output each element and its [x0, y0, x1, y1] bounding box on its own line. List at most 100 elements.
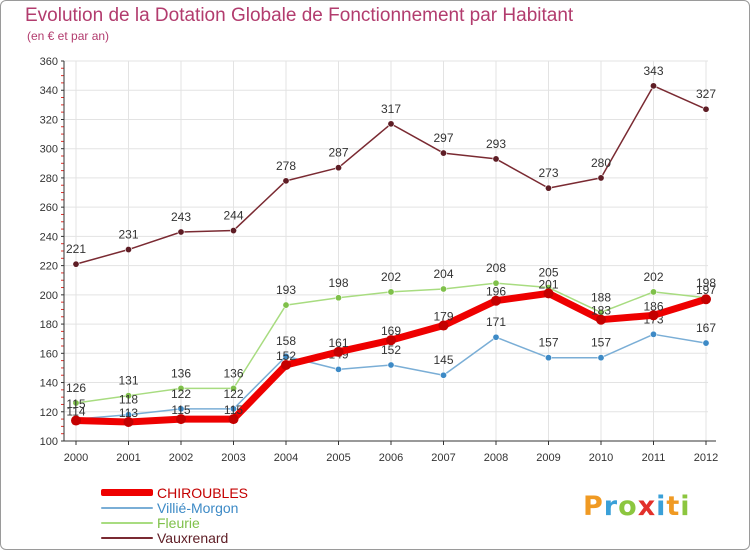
data-label-chiroubles: 115 — [224, 403, 243, 417]
logo-letter: i — [680, 491, 691, 522]
point-vauxrenard — [334, 164, 342, 172]
x-tick-label: 2004 — [274, 452, 298, 464]
x-tick-label: 2007 — [431, 452, 455, 464]
point-fleurie — [387, 288, 395, 296]
data-label-vauxrenard: 273 — [538, 166, 558, 180]
data-label-chiroubles: 197 — [696, 283, 716, 297]
point-villi-morgon — [597, 354, 605, 362]
point-chiroubles — [386, 335, 396, 346]
point-vauxrenard — [702, 105, 710, 113]
point-chiroubles — [438, 320, 449, 331]
point-chiroubles — [648, 310, 659, 321]
point-villi-morgon — [230, 405, 238, 413]
x-tick-label: 2006 — [379, 452, 403, 464]
data-label-vauxrenard: 278 — [276, 159, 296, 173]
point-vauxrenard — [177, 228, 185, 236]
legend: CHIROUBLES Villié-Morgon Fleurie Vauxrenard — [101, 485, 248, 545]
data-label-vauxrenard: 243 — [171, 210, 191, 224]
data-label-chiroubles: 201 — [538, 277, 558, 291]
point-fleurie — [649, 288, 657, 296]
point-vauxrenard — [439, 149, 447, 157]
data-label-vauxrenard: 244 — [223, 209, 243, 223]
legend-item: CHIROUBLES — [101, 485, 248, 500]
point-chiroubles — [333, 346, 344, 357]
data-label-chiroubles: 169 — [381, 324, 401, 338]
point-chiroubles — [71, 415, 81, 426]
data-label-vauxrenard: 231 — [118, 228, 138, 242]
x-tick-label: 2012 — [694, 452, 718, 464]
point-villi-morgon — [387, 361, 395, 369]
y-tick-label: 320 — [40, 114, 58, 126]
data-label-vauxrenard: 327 — [696, 87, 716, 101]
data-label-chiroubles: 196 — [486, 285, 506, 299]
data-label-fleurie: 202 — [381, 270, 401, 284]
chart-subtitle: (en € et par an) — [27, 29, 110, 43]
logo-letter: t — [666, 491, 681, 522]
point-chiroubles — [281, 360, 291, 370]
y-tick-label: 300 — [40, 144, 58, 156]
y-tick-label: 160 — [40, 348, 58, 360]
y-tick-label: 360 — [40, 56, 58, 68]
data-label-fleurie: 205 — [538, 266, 558, 280]
point-villi-morgon — [439, 371, 447, 379]
data-label-fleurie: 126 — [66, 381, 86, 395]
data-label-fleurie: 208 — [486, 261, 506, 275]
data-label-chiroubles: 161 — [328, 336, 348, 350]
data-label-fleurie: 193 — [276, 283, 296, 297]
y-tick-label: 140 — [40, 378, 58, 390]
x-tick-label: 2000 — [64, 452, 88, 464]
data-label-villi-morgon: 115 — [66, 397, 85, 411]
data-label-villi-morgon: 122 — [223, 387, 243, 401]
point-fleurie — [492, 279, 500, 287]
y-tick-label: 200 — [40, 290, 58, 302]
point-fleurie — [334, 294, 342, 302]
data-label-chiroubles: 115 — [171, 403, 190, 417]
point-fleurie — [282, 301, 290, 309]
logo-letter: i — [656, 491, 667, 522]
point-vauxrenard — [125, 246, 133, 254]
data-label-vauxrenard: 287 — [328, 146, 348, 160]
y-tick-label: 280 — [40, 173, 58, 185]
x-tick-label: 2003 — [221, 452, 245, 464]
data-label-chiroubles: 183 — [591, 304, 611, 318]
data-label-chiroubles: 113 — [119, 406, 138, 420]
legend-label: CHIROUBLES — [157, 484, 249, 501]
point-chiroubles — [596, 314, 606, 325]
logo-letter: P — [583, 491, 604, 522]
x-tick-label: 2002 — [169, 452, 193, 464]
legend-label: Vauxrenard — [157, 529, 229, 546]
point-fleurie — [177, 384, 185, 392]
data-label-vauxrenard: 317 — [381, 102, 401, 116]
data-label-chiroubles: 114 — [66, 405, 85, 419]
x-tick-label: 2010 — [589, 452, 613, 464]
data-label-villi-morgon: 157 — [538, 336, 558, 350]
point-fleurie — [125, 392, 133, 400]
data-label-fleurie: 204 — [433, 267, 453, 281]
point-vauxrenard — [544, 184, 552, 192]
y-tick-label: 340 — [40, 85, 58, 97]
point-fleurie — [72, 399, 80, 407]
legend-item: Vauxrenard — [101, 530, 248, 545]
legend-swatch — [101, 536, 153, 539]
legend-item: Fleurie — [101, 515, 248, 530]
data-label-vauxrenard: 221 — [66, 242, 86, 256]
y-tick-label: 240 — [40, 231, 58, 243]
point-vauxrenard — [649, 82, 657, 90]
point-chiroubles — [228, 414, 239, 425]
point-villi-morgon — [702, 339, 710, 347]
x-tick-label: 2005 — [326, 452, 350, 464]
logo-letter: x — [637, 491, 657, 522]
data-label-fleurie: 136 — [223, 366, 243, 380]
legend-swatch — [101, 521, 153, 524]
data-label-villi-morgon: 122 — [171, 387, 191, 401]
logo-letter: r — [603, 491, 619, 522]
data-label-villi-morgon: 167 — [696, 321, 716, 335]
point-chiroubles — [543, 288, 554, 299]
point-villi-morgon — [282, 352, 290, 360]
x-tick-label: 2001 — [116, 452, 140, 464]
data-label-fleurie: 188 — [591, 290, 611, 304]
point-chiroubles — [123, 417, 134, 427]
point-villi-morgon — [649, 330, 657, 338]
